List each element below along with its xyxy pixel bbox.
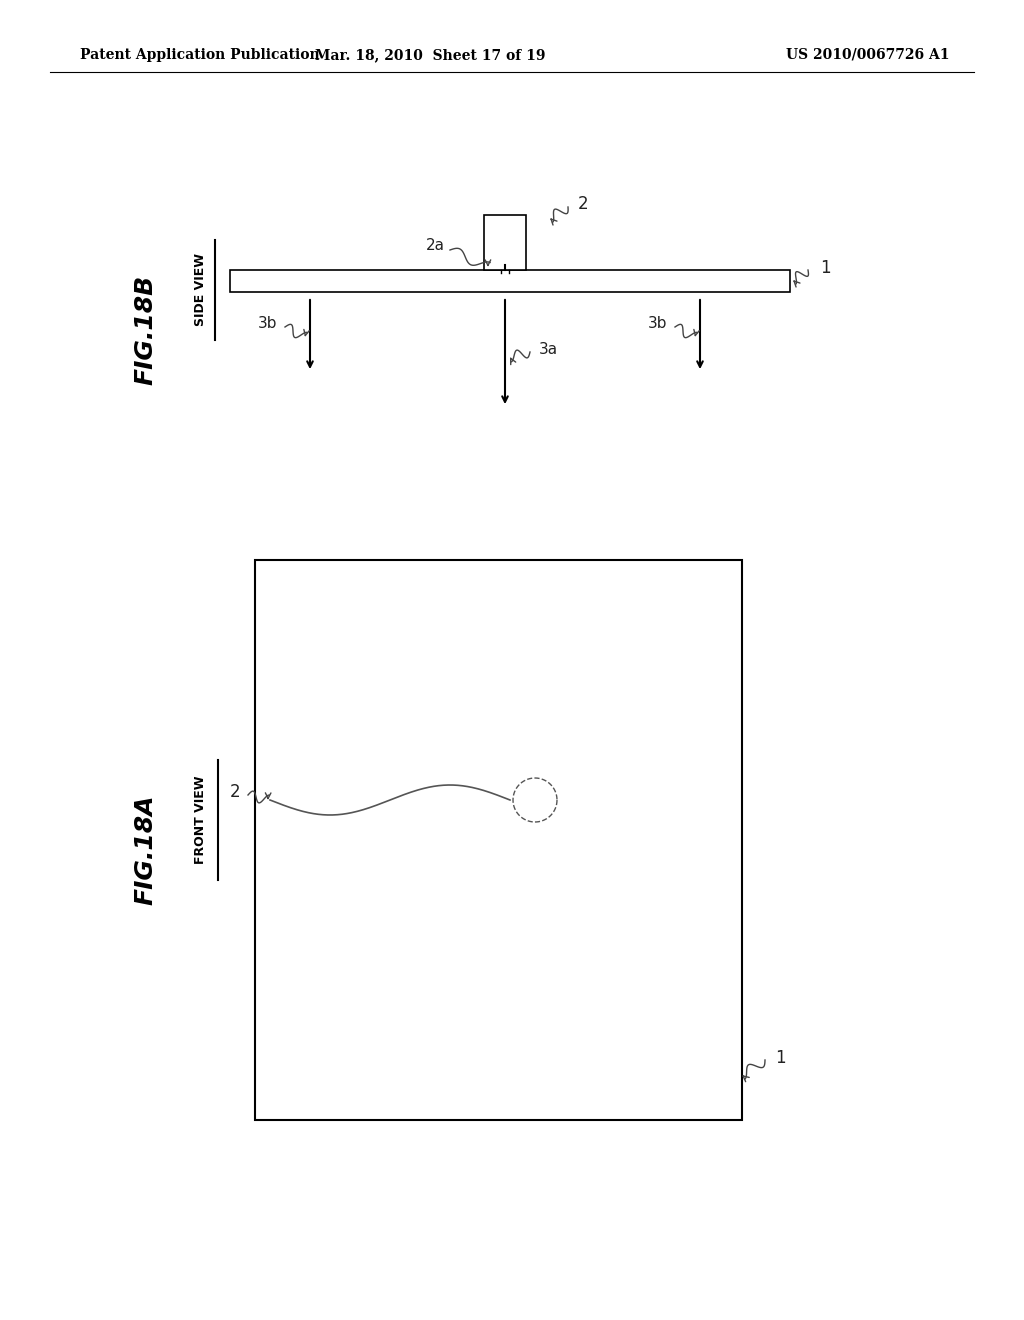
- Text: 3a: 3a: [539, 342, 557, 356]
- Bar: [255, 560, 742, 1119]
- Bar: [484, 215, 526, 271]
- Text: 1: 1: [819, 259, 830, 277]
- Text: FIG.18A: FIG.18A: [133, 795, 157, 906]
- Text: 1: 1: [775, 1049, 785, 1067]
- Text: 2: 2: [578, 195, 589, 213]
- Text: 2a: 2a: [426, 239, 444, 253]
- Text: Patent Application Publication: Patent Application Publication: [80, 48, 319, 62]
- Text: 2: 2: [229, 783, 241, 801]
- Bar: [230, 271, 790, 292]
- Text: FRONT VIEW: FRONT VIEW: [194, 776, 207, 865]
- Text: 3b: 3b: [648, 317, 668, 331]
- Text: FIG.18B: FIG.18B: [133, 275, 157, 385]
- Text: 3b: 3b: [258, 317, 278, 331]
- Text: SIDE VIEW: SIDE VIEW: [194, 253, 207, 326]
- Text: Mar. 18, 2010  Sheet 17 of 19: Mar. 18, 2010 Sheet 17 of 19: [314, 48, 545, 62]
- Text: US 2010/0067726 A1: US 2010/0067726 A1: [786, 48, 950, 62]
